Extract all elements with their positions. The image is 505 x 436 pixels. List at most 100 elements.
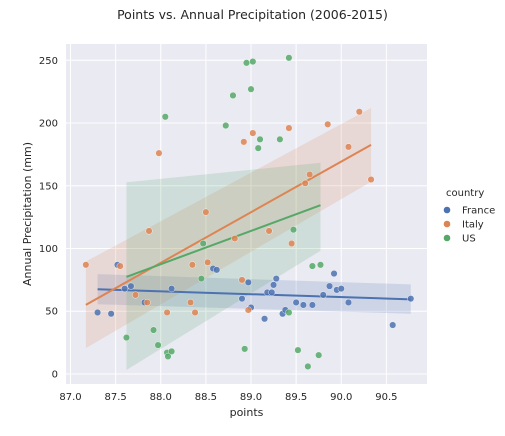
data-point — [231, 234, 239, 242]
data-point — [319, 291, 327, 299]
data-point — [154, 341, 162, 349]
data-point — [330, 270, 338, 278]
data-point — [285, 54, 293, 62]
data-point — [244, 278, 252, 286]
data-point — [337, 285, 345, 293]
x-tick-label: 87.0 — [59, 392, 81, 403]
data-point — [164, 352, 172, 360]
data-point — [265, 227, 273, 235]
data-point — [242, 59, 250, 67]
data-point — [270, 281, 278, 289]
y-tick-label: 150 — [39, 181, 58, 192]
data-point — [367, 175, 375, 183]
y-axis-label: Annual Precipitation (mm) — [21, 142, 34, 286]
data-point — [247, 85, 255, 93]
data-point — [202, 208, 210, 216]
data-point — [317, 261, 325, 269]
confidence-band — [85, 107, 372, 349]
x-tick-label: 87.5 — [105, 392, 127, 403]
data-point — [344, 143, 352, 151]
y-tick-label: 200 — [39, 119, 58, 130]
data-point — [150, 326, 158, 334]
x-tick-label: 90.5 — [375, 392, 397, 403]
data-point — [145, 227, 153, 235]
data-point — [315, 351, 323, 359]
data-point — [197, 275, 205, 283]
data-point — [143, 298, 151, 306]
data-point — [407, 295, 415, 303]
data-point — [127, 282, 135, 290]
data-point — [107, 310, 115, 318]
x-tick-label: 89.0 — [240, 392, 262, 403]
data-point — [204, 258, 212, 266]
trend-line — [97, 288, 411, 301]
data-point — [238, 295, 246, 303]
y-tick-label: 250 — [39, 56, 58, 67]
data-point — [324, 120, 332, 128]
confidence-band — [126, 162, 321, 370]
data-point — [256, 135, 264, 143]
data-point — [294, 346, 302, 354]
x-axis-label: points — [230, 406, 264, 419]
data-points — [82, 54, 415, 370]
data-point — [240, 138, 248, 146]
data-point — [306, 170, 314, 178]
data-point — [191, 308, 199, 316]
data-point — [292, 298, 300, 306]
data-point — [289, 226, 297, 234]
y-tick-label: 50 — [45, 307, 58, 318]
data-point — [241, 345, 249, 353]
x-tick-label: 89.5 — [285, 392, 307, 403]
data-point — [285, 124, 293, 132]
data-point — [326, 282, 334, 290]
data-point — [199, 239, 207, 247]
data-point — [304, 362, 312, 370]
data-point — [261, 315, 269, 323]
data-point — [276, 135, 284, 143]
legend-title: country — [446, 188, 484, 199]
data-point — [308, 262, 316, 270]
data-point — [82, 261, 90, 269]
data-point — [116, 262, 124, 270]
data-point — [244, 306, 252, 314]
data-point — [187, 298, 195, 306]
data-point — [254, 144, 262, 152]
data-point — [168, 285, 176, 293]
legend: country France Italy US — [443, 188, 495, 245]
y-tick-label: 0 — [52, 369, 58, 380]
x-tick-label: 88.0 — [150, 392, 172, 403]
x-tick-label: 90.0 — [330, 392, 352, 403]
data-point — [355, 108, 363, 116]
legend-marker — [443, 234, 451, 242]
y-tick-labels: 0 50 100 150 200 250 — [39, 56, 58, 381]
data-point — [131, 291, 139, 299]
data-point — [163, 308, 171, 316]
data-point — [229, 91, 237, 99]
trend-lines — [85, 143, 411, 306]
y-tick-label: 100 — [39, 244, 58, 255]
x-tick-labels: 87.0 87.5 88.0 88.5 89.0 89.5 90.0 90.5 — [59, 392, 397, 403]
data-point — [301, 179, 309, 187]
data-point — [155, 149, 163, 157]
trend-line — [85, 143, 372, 306]
data-point — [168, 347, 176, 355]
data-point — [121, 285, 129, 293]
legend-label: France — [462, 206, 495, 217]
data-point — [288, 239, 296, 247]
data-point — [268, 288, 276, 296]
confidence-bands — [85, 107, 411, 370]
legend-marker — [443, 220, 451, 228]
data-point — [344, 298, 352, 306]
chart-title: Points vs. Annual Precipitation (2006-20… — [117, 7, 388, 22]
data-point — [285, 308, 293, 316]
data-point — [94, 308, 102, 316]
data-point — [249, 58, 257, 66]
legend-marker — [443, 206, 451, 214]
data-point — [122, 334, 130, 342]
data-point — [238, 276, 246, 284]
data-point — [161, 113, 169, 121]
legend-label: Italy — [462, 220, 484, 231]
data-point — [222, 122, 230, 130]
data-point — [213, 266, 221, 274]
